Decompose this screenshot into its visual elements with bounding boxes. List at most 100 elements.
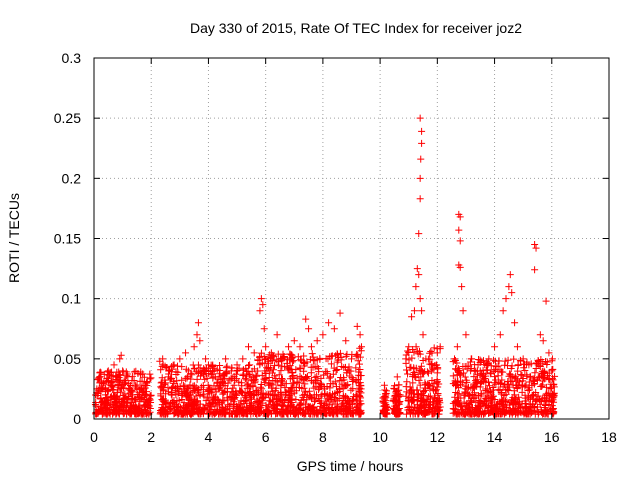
- data-point: [182, 405, 190, 413]
- data-point: [486, 370, 494, 378]
- data-point: [296, 343, 304, 351]
- data-point: [254, 405, 262, 413]
- data-point: [402, 392, 410, 400]
- x-axis-label: GPS time / hours: [297, 458, 404, 474]
- data-point: [128, 399, 136, 407]
- data-point: [311, 396, 319, 404]
- data-point: [168, 375, 176, 383]
- data-point: [537, 383, 545, 391]
- data-point: [340, 364, 348, 372]
- data-point: [412, 283, 420, 291]
- data-point: [145, 402, 153, 410]
- data-point: [270, 405, 278, 413]
- data-point: [228, 394, 236, 402]
- data-point: [531, 266, 539, 274]
- data-point: [456, 237, 464, 245]
- data-point: [525, 393, 533, 401]
- data-point: [162, 363, 170, 371]
- data-point: [230, 372, 238, 380]
- data-point: [123, 372, 131, 380]
- data-point: [250, 349, 258, 357]
- data-point: [286, 350, 294, 358]
- data-point: [501, 357, 509, 365]
- data-point: [468, 355, 476, 363]
- data-point: [525, 384, 533, 392]
- data-point: [223, 362, 231, 370]
- data-point: [508, 362, 516, 370]
- data-point: [426, 349, 434, 357]
- data-point: [380, 381, 388, 389]
- data-point: [463, 408, 471, 416]
- data-point: [514, 361, 522, 369]
- data-point: [519, 374, 527, 382]
- data-point: [121, 390, 129, 398]
- data-point: [164, 373, 172, 381]
- data-point: [356, 397, 364, 405]
- data-point: [307, 343, 315, 351]
- data-point: [520, 360, 528, 368]
- data-point: [327, 360, 335, 368]
- data-point: [257, 383, 265, 391]
- data-point: [452, 389, 460, 397]
- data-point: [325, 374, 333, 382]
- data-point: [230, 381, 238, 389]
- data-point: [405, 402, 413, 410]
- data-point: [204, 361, 212, 369]
- data-point: [202, 355, 210, 363]
- data-point: [504, 377, 512, 385]
- data-point: [545, 401, 553, 409]
- data-point: [94, 405, 102, 413]
- data-point: [237, 379, 245, 387]
- data-point: [396, 391, 404, 399]
- data-point: [184, 401, 192, 409]
- data-point: [147, 374, 155, 382]
- data-point: [491, 357, 499, 365]
- data-point: [333, 389, 341, 397]
- data-point: [484, 360, 492, 368]
- data-point: [409, 379, 417, 387]
- data-point: [330, 325, 338, 333]
- y-tick-label: 0.15: [54, 231, 81, 247]
- data-point: [344, 366, 352, 374]
- grid-lines: [94, 58, 609, 419]
- data-point: [542, 383, 550, 391]
- data-point: [265, 409, 273, 417]
- data-point: [246, 387, 254, 395]
- data-point: [102, 404, 110, 412]
- data-point: [496, 410, 504, 418]
- data-point: [456, 213, 464, 221]
- data-point: [534, 361, 542, 369]
- data-point: [349, 385, 357, 393]
- data-point: [210, 382, 218, 390]
- data-point: [490, 410, 498, 418]
- x-tick-labels: 0 2 4 6 8 10 12 14 16 18: [90, 429, 617, 445]
- data-point: [110, 394, 118, 402]
- data-point: [413, 265, 421, 273]
- data-point: [409, 373, 417, 381]
- data-point: [541, 406, 549, 414]
- data-point: [548, 355, 556, 363]
- data-point: [242, 376, 250, 384]
- data-point: [247, 391, 255, 399]
- data-point: [289, 403, 297, 411]
- data-point: [290, 379, 298, 387]
- data-point: [336, 309, 344, 317]
- data-point: [453, 397, 461, 405]
- data-point: [251, 379, 259, 387]
- data-point: [284, 356, 292, 364]
- data-point: [421, 404, 429, 412]
- data-point: [139, 389, 147, 397]
- data-point: [171, 409, 179, 417]
- data-point: [196, 391, 204, 399]
- data-point: [521, 409, 529, 417]
- data-point: [171, 384, 179, 392]
- data-point: [181, 410, 189, 418]
- data-point: [461, 373, 469, 381]
- data-point: [451, 380, 459, 388]
- data-point: [506, 410, 514, 418]
- chart-title: Day 330 of 2015, Rate Of TEC Index for r…: [190, 20, 522, 36]
- data-point: [269, 377, 277, 385]
- data-point: [272, 384, 280, 392]
- data-point: [290, 337, 298, 345]
- data-point: [190, 382, 198, 390]
